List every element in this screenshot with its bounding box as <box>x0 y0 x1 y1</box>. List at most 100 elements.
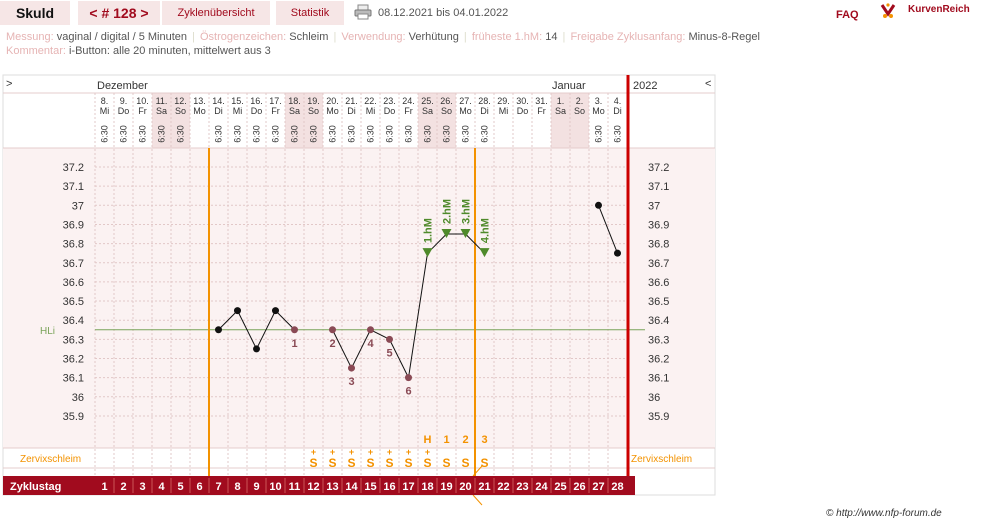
comment-value: i-Button: alle 20 minuten, mittelwert au… <box>68 45 271 57</box>
month-label: Januar <box>552 80 586 92</box>
date-label: 22. <box>364 96 377 106</box>
y-tick-right: 36.8 <box>648 239 669 251</box>
low-temp-number: 5 <box>386 347 392 359</box>
mucus-symbol: S <box>461 456 469 470</box>
date-label: 29. <box>497 96 510 106</box>
time-label: 6:30 <box>461 125 471 143</box>
temperature-segment <box>237 310 257 350</box>
temperature-point <box>215 326 222 334</box>
cycle-day-number: 27 <box>592 481 604 493</box>
y-tick-left: 36.7 <box>63 258 84 270</box>
high-temp-label: 1.hM <box>423 218 435 243</box>
cycle-day-number: 19 <box>440 481 452 493</box>
temperature-point <box>329 326 336 334</box>
y-tick-right: 37.1 <box>648 181 669 193</box>
time-label: 6:30 <box>442 125 452 143</box>
cycle-day-number: 18 <box>421 481 433 493</box>
mucus-label-left: Zervixschleim <box>20 454 81 465</box>
cycle-day-number: 16 <box>383 481 395 493</box>
temperature-point <box>348 364 355 372</box>
date-label: 9. <box>120 96 128 106</box>
time-label: 6:30 <box>157 125 167 143</box>
temperature-point <box>234 307 241 315</box>
mucus-plus: + <box>425 447 430 457</box>
time-label: 6:30 <box>214 125 224 143</box>
temperature-point <box>253 345 260 353</box>
faq-link[interactable]: FAQ <box>836 9 859 21</box>
temperature-point <box>405 374 412 382</box>
peak-end-marker <box>472 494 483 506</box>
low-temp-number: 3 <box>348 376 354 388</box>
date-label: 14. <box>212 96 225 106</box>
tab-statistics[interactable]: Statistik <box>276 1 344 25</box>
estrogen-label: Östrogenzeichen: <box>200 31 287 43</box>
y-tick-left: 37.1 <box>63 181 84 193</box>
logo-text[interactable]: KurvenReich <box>908 4 970 15</box>
temperature-segment <box>408 253 428 378</box>
weekend-column <box>285 93 304 148</box>
mucus-symbol: S <box>385 456 393 470</box>
kurvenreich-logo-icon[interactable] <box>880 2 981 20</box>
measurement-value: vaginal / digital / 5 Minuten <box>56 31 188 43</box>
cycle-day-number: 3 <box>139 481 145 493</box>
month-label: Dezember <box>97 80 148 92</box>
y-tick-right: 36.2 <box>648 354 669 366</box>
weekday-label: Fr <box>138 106 147 116</box>
date-label: 3. <box>595 96 603 106</box>
usage-value: Verhütung <box>408 31 459 43</box>
temperature-segment <box>370 329 390 340</box>
temperature-segment <box>598 205 618 254</box>
date-label: 27. <box>459 96 472 106</box>
mucus-symbol: S <box>366 456 374 470</box>
cycle-navigator[interactable]: < # 128 > <box>78 1 160 25</box>
mucus-symbol: S <box>309 456 317 470</box>
date-label: 19. <box>307 96 320 106</box>
time-label: 6:30 <box>176 125 186 143</box>
cycle-day-number: 1 <box>101 481 107 493</box>
y-tick-right: 36.6 <box>648 277 669 289</box>
temperature-point <box>272 307 279 315</box>
weekday-label: Fr <box>537 106 546 116</box>
y-tick-left: 35.9 <box>63 411 84 423</box>
tab-cycle-overview[interactable]: Zyklenübersicht <box>162 1 270 25</box>
mucus-symbol: S <box>328 456 336 470</box>
weekend-column <box>171 93 190 148</box>
mucus-label-right: Zervixschleim <box>631 454 692 465</box>
cycle-day-number: 12 <box>307 481 319 493</box>
user-name[interactable]: Skuld <box>0 1 70 25</box>
y-tick-left: 36.4 <box>63 315 84 327</box>
peak-day-label: 2 <box>462 434 468 446</box>
peak-day-label: 3 <box>481 434 487 446</box>
time-label: 6:30 <box>309 125 319 143</box>
date-label: 4. <box>614 96 622 106</box>
date-label: 18. <box>288 96 301 106</box>
date-range: 08.12.2021 bis 04.01.2022 <box>378 7 509 19</box>
date-label: 20. <box>326 96 339 106</box>
time-label: 6:30 <box>480 125 490 143</box>
y-tick-right: 36.3 <box>648 334 669 346</box>
weekday-label: Do <box>118 106 130 116</box>
time-label: 6:30 <box>100 125 110 143</box>
copyright: © http://www.nfp-forum.de <box>826 508 942 519</box>
weekday-label: Do <box>251 106 263 116</box>
time-label: 6:30 <box>404 125 414 143</box>
cycle-day-label: Zyklustag <box>10 481 61 493</box>
y-tick-left: 36.5 <box>63 296 84 308</box>
y-tick-left: 36.2 <box>63 354 84 366</box>
weekday-label: Sa <box>422 106 433 116</box>
y-tick-left: 37.2 <box>63 162 84 174</box>
temperature-segment <box>427 233 447 254</box>
y-tick-left: 37 <box>72 200 84 212</box>
date-label: 15. <box>231 96 244 106</box>
weekday-label: So <box>308 106 319 116</box>
meta-line-1: Messung: vaginal / digital / 5 Minuten |… <box>6 31 760 43</box>
weekday-label: Sa <box>289 106 300 116</box>
printer-icon[interactable] <box>354 4 372 20</box>
low-temp-number: 2 <box>329 338 335 350</box>
weekday-label: Do <box>517 106 529 116</box>
time-label: 6:30 <box>252 125 262 143</box>
year-label: 2022 <box>633 80 657 92</box>
temperature-segment <box>275 310 295 331</box>
temperature-point <box>595 201 602 209</box>
date-label: 24. <box>402 96 415 106</box>
